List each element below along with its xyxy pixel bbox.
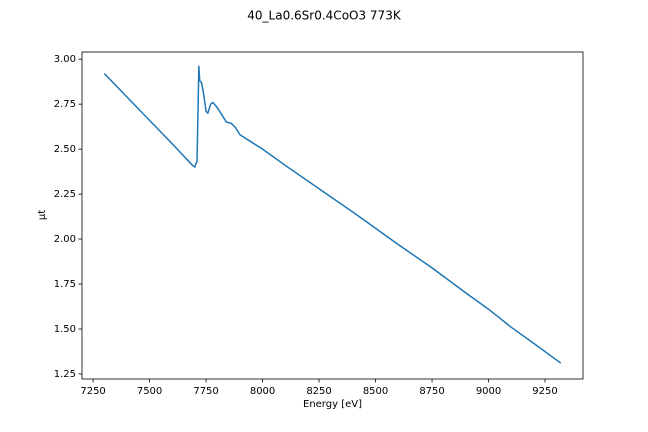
chart-title: 40_La0.6Sr0.4CoO3 773K bbox=[247, 9, 402, 23]
y-tick-label: 2.50 bbox=[54, 144, 76, 155]
x-tick-label: 8500 bbox=[363, 386, 388, 397]
data-line bbox=[103, 65, 562, 364]
x-axis-label: Energy [eV] bbox=[303, 399, 362, 410]
x-tick-label: 9000 bbox=[476, 386, 501, 397]
plot-frame bbox=[81, 51, 584, 380]
x-tick-label: 7500 bbox=[137, 386, 162, 397]
y-tick-label: 2.25 bbox=[54, 189, 76, 200]
y-axis-label: μt bbox=[37, 210, 48, 220]
y-tick-label: 3.00 bbox=[54, 54, 76, 65]
y-tick-label: 1.75 bbox=[54, 279, 76, 290]
x-tick-label: 7250 bbox=[80, 386, 105, 397]
x-tick-label: 8750 bbox=[419, 386, 444, 397]
y-tick-label: 1.25 bbox=[54, 369, 76, 380]
x-tick-label: 9250 bbox=[532, 386, 557, 397]
x-tick-label: 8000 bbox=[250, 386, 275, 397]
x-tick-label: 7750 bbox=[193, 386, 218, 397]
y-tick-label: 2.75 bbox=[54, 99, 76, 110]
y-tick-label: 1.50 bbox=[54, 324, 76, 335]
y-tick-label: 2.00 bbox=[54, 234, 76, 245]
x-tick-label: 8250 bbox=[306, 386, 331, 397]
